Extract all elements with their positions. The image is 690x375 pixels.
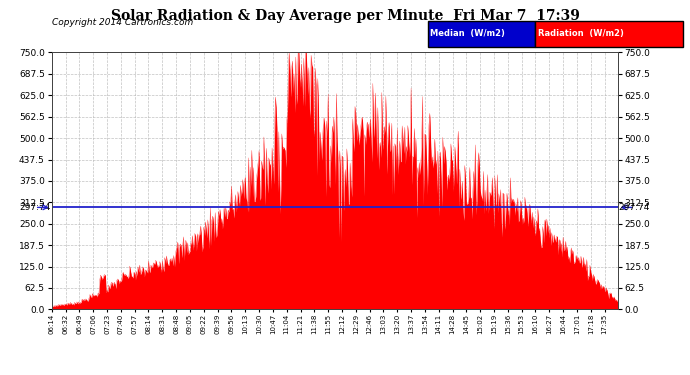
Text: 297.74: 297.74 [618, 203, 649, 212]
FancyBboxPatch shape [535, 21, 683, 47]
Text: Radiation  (W/m2): Radiation (W/m2) [538, 29, 624, 38]
Text: Copyright 2014 Cartronics.com: Copyright 2014 Cartronics.com [52, 18, 193, 27]
Text: 297.74: 297.74 [20, 203, 51, 212]
Text: Median  (W/m2): Median (W/m2) [431, 29, 505, 38]
FancyBboxPatch shape [428, 21, 535, 47]
Text: Solar Radiation & Day Average per Minute  Fri Mar 7  17:39: Solar Radiation & Day Average per Minute… [110, 9, 580, 23]
